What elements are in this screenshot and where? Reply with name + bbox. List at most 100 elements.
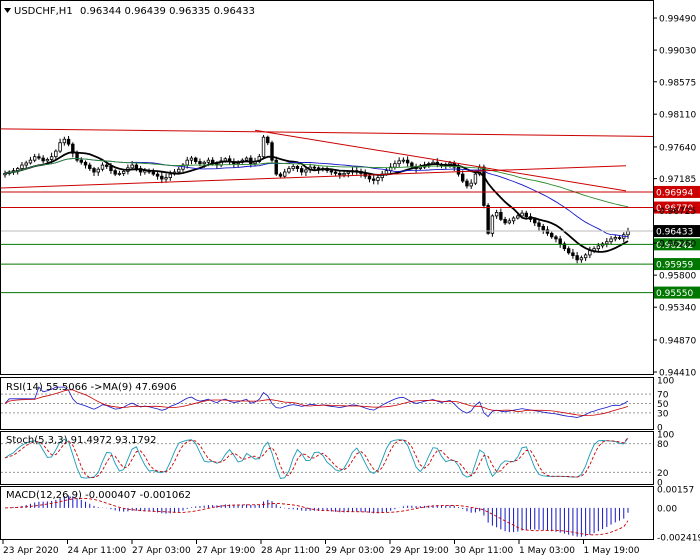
candle-body xyxy=(113,170,117,175)
level-price-tag xyxy=(654,201,700,214)
candle-body xyxy=(520,212,524,217)
descending-trendline xyxy=(254,129,627,192)
candle-body xyxy=(164,177,168,180)
price-tick-label: 0.99490 xyxy=(659,15,696,25)
candle-body xyxy=(32,156,37,161)
macd-plot xyxy=(4,495,629,537)
candle-body xyxy=(312,166,317,169)
candle-body xyxy=(558,238,562,245)
candle-body xyxy=(617,237,622,239)
candle-body xyxy=(562,243,567,250)
price-tick-label: 0.95340 xyxy=(659,304,696,314)
macd-label: MACD(12,26,9) -0.000407 -0.001062 xyxy=(6,490,191,501)
rsi-tick-label: 30 xyxy=(657,409,669,419)
candle-body xyxy=(418,166,423,169)
level-price-tag xyxy=(654,185,700,198)
rsi-tick-label: 100 xyxy=(657,377,674,387)
macd-tick-label: -0.002419 xyxy=(657,534,700,544)
candle-body xyxy=(71,143,75,154)
candle-body xyxy=(194,157,198,162)
main-plot xyxy=(0,128,654,294)
level-price-label: 0.95550 xyxy=(656,289,693,299)
price-tick-label: 0.97640 xyxy=(659,143,696,153)
stoch-tick-label: 100 xyxy=(657,431,674,441)
candle-body xyxy=(541,225,545,231)
candle-body xyxy=(609,238,613,243)
candle-body xyxy=(338,173,342,176)
price-tick-label: 0.94410 xyxy=(659,369,696,379)
candle-body xyxy=(346,171,350,174)
candle-body xyxy=(130,164,134,169)
candle-body xyxy=(278,173,283,177)
candle-body xyxy=(261,136,266,158)
collapse-arrow-icon[interactable] xyxy=(4,8,11,13)
candle-body xyxy=(75,152,79,161)
time-tick-label: 30 Apr 11:00 xyxy=(455,546,514,556)
candle-body xyxy=(550,232,554,238)
candle-body xyxy=(79,159,83,163)
candle-body xyxy=(202,161,206,165)
time-tick-label: 1 May 19:00 xyxy=(584,546,640,556)
candle-body xyxy=(333,171,338,174)
stoch-plot xyxy=(1,437,653,480)
candle-body xyxy=(58,142,62,152)
candle-body xyxy=(304,169,308,173)
rsi-tick-label: 70 xyxy=(657,391,669,401)
macd-signal-line xyxy=(4,497,629,536)
stoch-tick-label: 20 xyxy=(657,469,669,479)
candle-body xyxy=(206,159,211,163)
time-tick-label: 28 Apr 11:00 xyxy=(261,546,320,556)
candle-body xyxy=(168,173,172,178)
rsi-plot xyxy=(1,386,653,418)
level-price-tag xyxy=(654,258,700,271)
candle-body xyxy=(490,215,495,234)
candle-body xyxy=(28,159,33,164)
candle-body xyxy=(401,159,406,162)
candle-body xyxy=(579,257,584,261)
candle-body xyxy=(155,173,160,177)
current-price-label: 0.96433 xyxy=(656,228,693,238)
time-tick-label: 27 Apr 19:00 xyxy=(197,546,256,556)
rsi-label: RSI(14) 55.5066 ->MA(9) 47.6906 xyxy=(6,382,177,393)
candle-body xyxy=(270,142,274,161)
candle-body xyxy=(295,166,300,169)
candle-body xyxy=(24,162,28,166)
candle-body xyxy=(283,171,287,177)
macd-panel-frame xyxy=(0,486,654,540)
candle-body xyxy=(299,168,304,173)
candle-body xyxy=(372,178,376,181)
candle-body xyxy=(342,173,346,176)
macd-tick-label: 0.00157 xyxy=(657,486,694,496)
candle-body xyxy=(537,222,541,227)
candle-body xyxy=(266,136,270,144)
candle-body xyxy=(465,180,469,187)
candle-body xyxy=(605,241,609,245)
candle-body xyxy=(274,159,278,175)
time-tick-label: 1 May 03:00 xyxy=(519,546,575,556)
candle-body xyxy=(448,162,452,165)
candle-body xyxy=(486,205,490,234)
candle-body xyxy=(545,229,550,234)
candle-body xyxy=(473,173,478,184)
candle-body xyxy=(571,252,575,257)
candle-body xyxy=(554,236,558,240)
candle-body xyxy=(83,161,88,166)
level-price-label: 0.96770 xyxy=(656,204,693,214)
candle-body xyxy=(160,175,164,180)
level-price-label: 0.96242 xyxy=(656,241,693,251)
candle-body xyxy=(49,156,54,160)
rising-trendline xyxy=(0,165,627,189)
candle-body xyxy=(109,166,113,172)
level-price-label: 0.95959 xyxy=(656,261,693,271)
candle-body xyxy=(96,168,100,173)
stoch-main-line xyxy=(4,437,629,480)
candle-body xyxy=(367,175,372,180)
candle-body xyxy=(588,250,592,256)
candle-body xyxy=(100,164,105,170)
candle-body xyxy=(516,215,520,219)
time-tick-label: 24 Apr 11:00 xyxy=(68,546,127,556)
rsi-ma-line xyxy=(4,389,629,416)
candle-body xyxy=(393,163,397,168)
stoch-tick-label: 0 xyxy=(657,479,663,489)
price-tick-label: 0.97185 xyxy=(659,175,696,185)
